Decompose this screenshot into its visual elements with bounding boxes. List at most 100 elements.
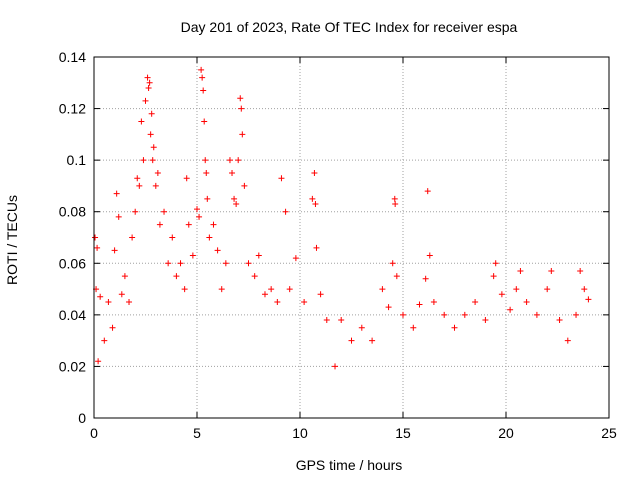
data-point: [424, 188, 431, 195]
data-point: [189, 252, 196, 259]
data-point: [507, 306, 514, 313]
data-point: [274, 298, 281, 305]
data-point: [115, 213, 122, 220]
data-point: [218, 286, 225, 293]
data-point: [392, 200, 399, 207]
data-point: [150, 144, 157, 151]
data-point: [199, 74, 206, 81]
data-point: [142, 97, 149, 104]
data-point: [268, 286, 275, 293]
data-point: [129, 234, 136, 241]
data-point: [348, 337, 355, 344]
data-point: [389, 260, 396, 267]
data-point: [105, 298, 112, 305]
y-tick-label: 0.12: [59, 101, 86, 117]
data-point: [95, 358, 102, 365]
data-point: [201, 118, 208, 125]
data-point: [573, 311, 580, 318]
data-point: [156, 221, 163, 228]
x-tick-label: 25: [601, 425, 617, 441]
data-point: [169, 234, 176, 241]
data-point: [400, 311, 406, 318]
data-point: [203, 170, 210, 177]
data-point: [97, 293, 104, 300]
data-point: [278, 175, 285, 182]
y-tick-label: 0: [78, 410, 86, 426]
data-point: [585, 296, 592, 303]
data-point: [177, 260, 184, 267]
data-point: [251, 273, 258, 280]
data-point: [245, 260, 252, 267]
data-point: [517, 268, 524, 275]
data-point: [422, 275, 429, 282]
chart-title: Day 201 of 2023, Rate Of TEC Index for r…: [181, 19, 518, 35]
data-point: [338, 317, 345, 324]
x-tick-label: 15: [395, 425, 411, 441]
data-point: [472, 298, 479, 305]
data-point: [198, 66, 205, 73]
data-point: [317, 291, 324, 298]
data-point: [233, 200, 240, 207]
data-point: [200, 87, 207, 94]
data-point: [147, 131, 154, 138]
y-tick-label: 0.06: [59, 255, 86, 271]
y-tick-label: 0.04: [59, 307, 86, 323]
data-point: [101, 337, 108, 344]
grid-lines: [94, 57, 609, 418]
data-point: [181, 286, 188, 293]
data-point: [154, 170, 161, 177]
data-point: [235, 157, 242, 164]
data-point: [140, 157, 147, 164]
data-point: [282, 208, 289, 215]
data-point: [523, 298, 530, 305]
data-point: [214, 247, 221, 254]
data-point: [145, 84, 152, 91]
data-point: [393, 273, 400, 280]
data-point: [312, 200, 319, 207]
data-point: [183, 175, 190, 182]
data-point: [313, 244, 320, 251]
y-tick-label: 0.02: [59, 358, 86, 374]
y-tick-label: 0.1: [67, 152, 87, 168]
data-point: [134, 175, 141, 182]
data-point: [581, 286, 588, 293]
data-point: [92, 234, 99, 241]
data-point: [385, 304, 392, 311]
x-tick-label: 0: [90, 425, 98, 441]
data-point: [513, 286, 520, 293]
data-point: [492, 260, 499, 267]
data-point: [430, 298, 437, 305]
data-point: [323, 317, 330, 324]
data-point: [146, 79, 153, 86]
data-point: [204, 195, 211, 202]
x-axis-label: GPS time / hours: [296, 457, 403, 473]
x-tick-label: 10: [292, 425, 308, 441]
data-point: [369, 337, 376, 344]
data-point: [126, 298, 133, 305]
data-point: [490, 273, 497, 280]
data-point: [202, 157, 209, 164]
data-point: [391, 195, 398, 202]
tick-labels: 0 5 10 15 20 25 0 0.02 0.04 0.06 0.08 0.1 0.12 0.14: [59, 49, 617, 441]
data-point: [185, 221, 192, 228]
data-point: [379, 286, 386, 293]
data-point: [148, 110, 155, 117]
data-point: [144, 74, 151, 81]
data-point: [292, 255, 299, 262]
data-point: [138, 118, 145, 125]
data-point: [241, 182, 248, 189]
y-axis-label: ROTI / TECUs: [4, 195, 20, 285]
y-tick-label: 0.08: [59, 204, 86, 220]
data-point: [548, 268, 555, 275]
data-point: [165, 260, 172, 267]
data-point: [533, 311, 540, 318]
x-tick-label: 20: [498, 425, 514, 441]
data-point: [194, 206, 200, 213]
data-point: [132, 208, 139, 215]
data-point: [121, 273, 128, 280]
data-point: [149, 157, 156, 164]
data-point: [255, 252, 262, 259]
data-point: [358, 324, 365, 331]
data-point: [222, 260, 229, 267]
data-point: [410, 324, 417, 331]
